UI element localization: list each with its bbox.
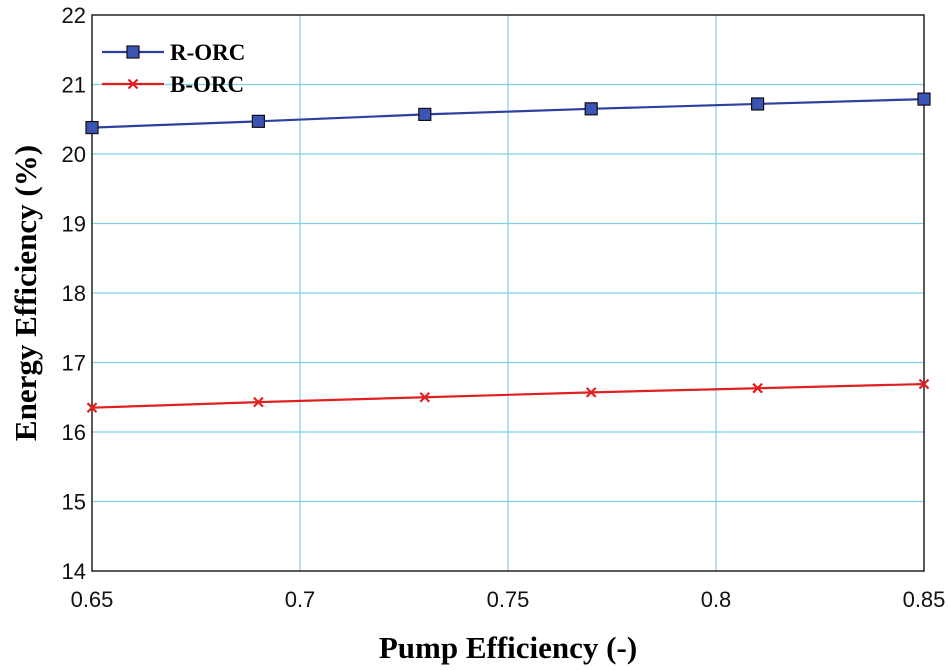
data-point [752, 382, 763, 394]
x-axis-title: Pump Efficiency (-) [379, 630, 637, 665]
y-tick-label: 15 [62, 490, 86, 515]
legend: R-ORC B-ORC [102, 40, 245, 97]
y-tick-label: 14 [62, 559, 86, 584]
y-tick-label: 21 [62, 73, 86, 98]
x-tick-label: 0.7 [285, 587, 316, 612]
data-point [85, 120, 99, 135]
data-point [253, 396, 264, 408]
y-tick-label: 19 [62, 212, 86, 237]
data-point [419, 391, 431, 403]
series-line [91, 97, 925, 129]
data-point [918, 378, 930, 390]
y-tick-label: 18 [62, 281, 86, 306]
x-axis-ticks: 0.65 0.7 0.75 0.8 0.85 [71, 587, 946, 612]
series-r-orc [85, 92, 931, 135]
data-point [917, 92, 931, 106]
y-tick-label: 17 [62, 351, 86, 376]
data-point [251, 114, 265, 128]
data-point [750, 97, 765, 111]
data-point [86, 402, 98, 413]
series-b-orc [86, 378, 930, 413]
x-tick-label: 0.65 [71, 587, 114, 612]
y-tick-label: 20 [62, 142, 86, 167]
y-axis-title: Energy Efficiency (%) [8, 145, 43, 441]
legend-marker [127, 78, 139, 90]
series-line [91, 382, 925, 409]
grid-lines [92, 15, 924, 571]
legend-label: B-ORC [170, 72, 244, 97]
data-point [418, 107, 432, 121]
x-tick-label: 0.75 [487, 587, 530, 612]
data-point [585, 387, 597, 398]
data-point [584, 102, 598, 116]
y-tick-label: 22 [62, 3, 86, 28]
legend-marker [126, 45, 140, 59]
x-tick-label: 0.8 [701, 587, 732, 612]
y-tick-label: 16 [62, 420, 86, 445]
data-series [85, 92, 931, 413]
legend-label: R-ORC [170, 40, 245, 65]
y-axis-ticks: 14 15 16 17 18 19 20 21 22 [62, 3, 86, 584]
x-tick-label: 0.85 [903, 587, 946, 612]
plot-frame [91, 14, 925, 572]
